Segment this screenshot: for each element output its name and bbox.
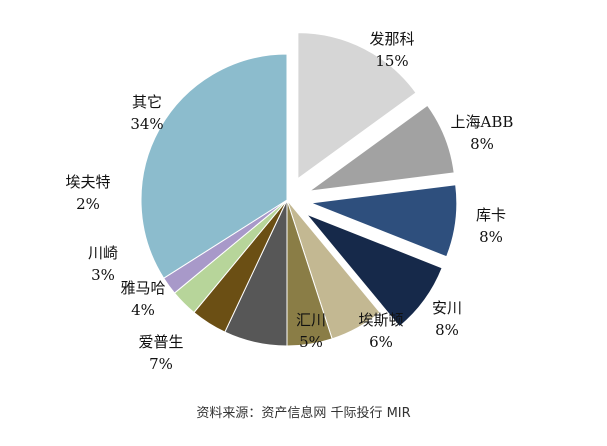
pie-labels: 发那科 15% 上海ABB 8% 库卡 8% 安川 8% 埃斯顿 6% 汇川 5% 爱普生 7% 雅马哈 4%… (65, 30, 513, 373)
slice-name-label: 发那科 (369, 30, 414, 48)
slice-name-label: 雅马哈 (120, 279, 165, 297)
slice-name-label: 爱普生 (138, 333, 183, 351)
slice-name-label: 上海ABB (451, 113, 514, 131)
slice-percent-label: 3% (91, 266, 115, 284)
slice-percent-label: 4% (131, 301, 155, 319)
slice-name-label: 其它 (132, 93, 162, 111)
pie-chart: 发那科 15% 上海ABB 8% 库卡 8% 安川 8% 埃斯顿 6% 汇川 5% 爱普生 7% 雅马哈 4%… (65, 30, 513, 373)
pie-slice-2 (309, 104, 455, 192)
slice-name-label: 川崎 (88, 244, 118, 262)
slice-name-label: 安川 (432, 299, 462, 317)
slice-percent-label: 6% (369, 333, 393, 351)
slice-percent-label: 15% (375, 52, 408, 70)
slice-percent-label: 8% (479, 228, 503, 246)
source-note: 资料来源：资产信息网 千际投行 MIR (196, 406, 411, 421)
pie-slice-4 (306, 213, 443, 328)
slice-name-label: 库卡 (476, 206, 506, 224)
slice-name-label: 汇川 (296, 311, 326, 329)
pie-slices (140, 32, 458, 347)
slice-percent-label: 5% (299, 333, 323, 351)
slice-percent-label: 2% (76, 195, 100, 213)
slice-name-label: 埃斯顿 (358, 311, 403, 329)
slice-percent-label: 8% (470, 135, 494, 153)
slice-percent-label: 34% (130, 115, 163, 133)
pie-slice-11 (140, 53, 288, 279)
slice-name-label: 埃夫特 (65, 173, 110, 191)
slice-percent-label: 7% (149, 355, 173, 373)
pie-slice-3 (310, 184, 458, 258)
slice-percent-label: 8% (435, 321, 459, 339)
pie-slice-1 (297, 32, 417, 180)
